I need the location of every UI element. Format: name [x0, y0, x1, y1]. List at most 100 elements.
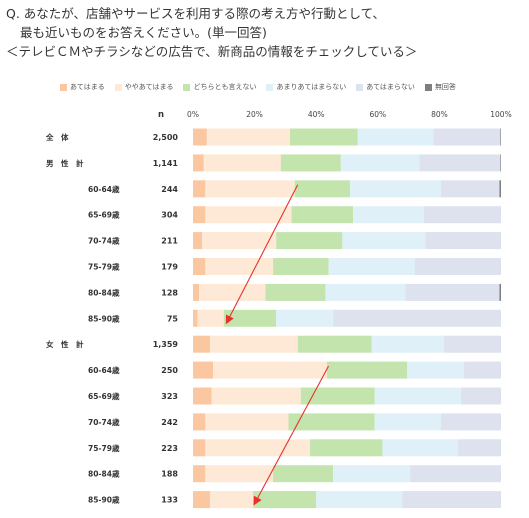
bar-segment	[280, 154, 341, 172]
bar-segment	[290, 128, 358, 146]
bar-segment	[193, 180, 206, 198]
bar-segment	[333, 309, 501, 327]
question-line-3: ＜テレビＣＭやチラシなどの広告で、新商品の情報をチェックしている＞	[6, 44, 418, 59]
bar-segment	[223, 309, 277, 327]
legend-label: 無回答	[434, 83, 456, 91]
legend-label: ややあてはまる	[124, 83, 174, 91]
bar-segment	[193, 232, 203, 250]
legend-item: ややあてはまる	[114, 82, 174, 92]
bar-segment	[342, 232, 426, 250]
row-n-value: 128	[161, 288, 178, 297]
bar-segment	[193, 258, 206, 275]
bar-segment	[205, 439, 311, 457]
trend-arrow	[253, 365, 330, 506]
x-tick-label: 20%	[246, 110, 263, 119]
row-label: 65-69歳	[88, 391, 120, 401]
row-n-value: 1,359	[153, 340, 179, 349]
row-label: 60-64歳	[88, 365, 120, 375]
bar-segment	[300, 387, 375, 405]
bar-segment	[213, 361, 327, 379]
legend-item: あてはまる	[60, 82, 105, 92]
bar-segment	[440, 180, 500, 198]
row-label: 65-69歳	[88, 210, 120, 220]
row-label: 70-74歳	[88, 236, 120, 246]
row-label: 75-79歳	[88, 262, 120, 272]
legend-swatch	[424, 83, 432, 91]
legend-label: あてはまる	[70, 83, 105, 91]
bar-segment	[273, 465, 334, 483]
row-label: 女 性 計	[46, 339, 84, 349]
bar-segment	[444, 335, 501, 353]
row-n-value: 242	[161, 418, 178, 427]
bar-segment	[193, 361, 214, 379]
bar-segment	[205, 465, 274, 483]
bar-segment	[457, 439, 501, 457]
bar-segment	[333, 465, 411, 483]
legend-item: 無回答	[424, 82, 456, 92]
bar-segment	[414, 258, 501, 275]
row-n-value: 75	[167, 314, 179, 323]
row-n-value: 133	[161, 496, 178, 505]
question-text: Q. あなたが、店舗やサービスを利用する際の考え方や行動として、 最も近いものを…	[6, 4, 417, 61]
bar-segment	[328, 258, 415, 275]
bar-segment	[500, 128, 501, 146]
bar-segment	[253, 491, 317, 509]
bar-segment	[197, 309, 224, 327]
bar-segment	[410, 465, 501, 483]
row-n-value: 179	[161, 263, 178, 272]
bar-segment	[193, 465, 206, 483]
row-n-value: 304	[161, 211, 178, 220]
bar-segment	[193, 309, 198, 327]
bar-segment	[193, 154, 204, 172]
bar-segment	[499, 180, 501, 198]
bar-segment	[193, 335, 210, 353]
bar-segment	[276, 309, 334, 327]
bar-segment	[460, 387, 501, 405]
bar-segment	[500, 154, 501, 172]
trend-arrow	[225, 184, 299, 325]
legend-label: あまりあてはまらない	[276, 83, 347, 91]
legend-swatch	[183, 83, 191, 91]
bar-segment	[276, 232, 343, 250]
bar-segment	[211, 387, 301, 405]
bar-segment	[205, 206, 292, 224]
bar-segment	[193, 283, 200, 301]
bar-segment	[350, 180, 441, 198]
row-n-value: 323	[161, 392, 178, 401]
bar-segment	[209, 491, 254, 509]
bar-segment	[433, 128, 501, 146]
row-label: 85-90歳	[88, 313, 120, 323]
bar-segment	[464, 361, 501, 379]
bar-segment	[353, 206, 424, 224]
x-tick-label: 100%	[490, 110, 511, 119]
legend-swatch	[114, 83, 122, 91]
row-label: 男 性 計	[46, 158, 84, 168]
row-label: 全 体	[45, 132, 69, 142]
bar-segment	[205, 413, 289, 431]
row-n-value: 244	[161, 185, 178, 194]
bar-segment	[294, 180, 351, 198]
bar-segment	[357, 128, 434, 146]
bar-segment	[193, 439, 206, 457]
bar-segment	[265, 283, 326, 301]
bar-segment	[425, 232, 501, 250]
bar-segment	[205, 258, 274, 275]
bar-segment	[273, 258, 329, 275]
row-n-value: 188	[161, 470, 178, 479]
bar-segment	[203, 154, 281, 172]
bar-segment	[325, 283, 406, 301]
question-line-1: Q. あなたが、店舗やサービスを利用する際の考え方や行動として、	[6, 6, 386, 21]
x-tick-label: 0%	[187, 110, 199, 119]
bar-segment	[424, 206, 501, 224]
x-tick-label: 80%	[431, 110, 448, 119]
row-n-value: 211	[161, 237, 178, 246]
row-n-value: 250	[161, 366, 178, 375]
bar-segment	[407, 361, 465, 379]
legend-item: どちらとも言えない	[183, 82, 256, 92]
bar-segment	[202, 232, 277, 250]
row-label: 80-84歳	[88, 287, 120, 297]
bar-segment	[291, 206, 354, 224]
row-n-value: 2,500	[153, 133, 179, 142]
bar-segment	[288, 413, 375, 431]
bar-segment	[205, 180, 295, 198]
